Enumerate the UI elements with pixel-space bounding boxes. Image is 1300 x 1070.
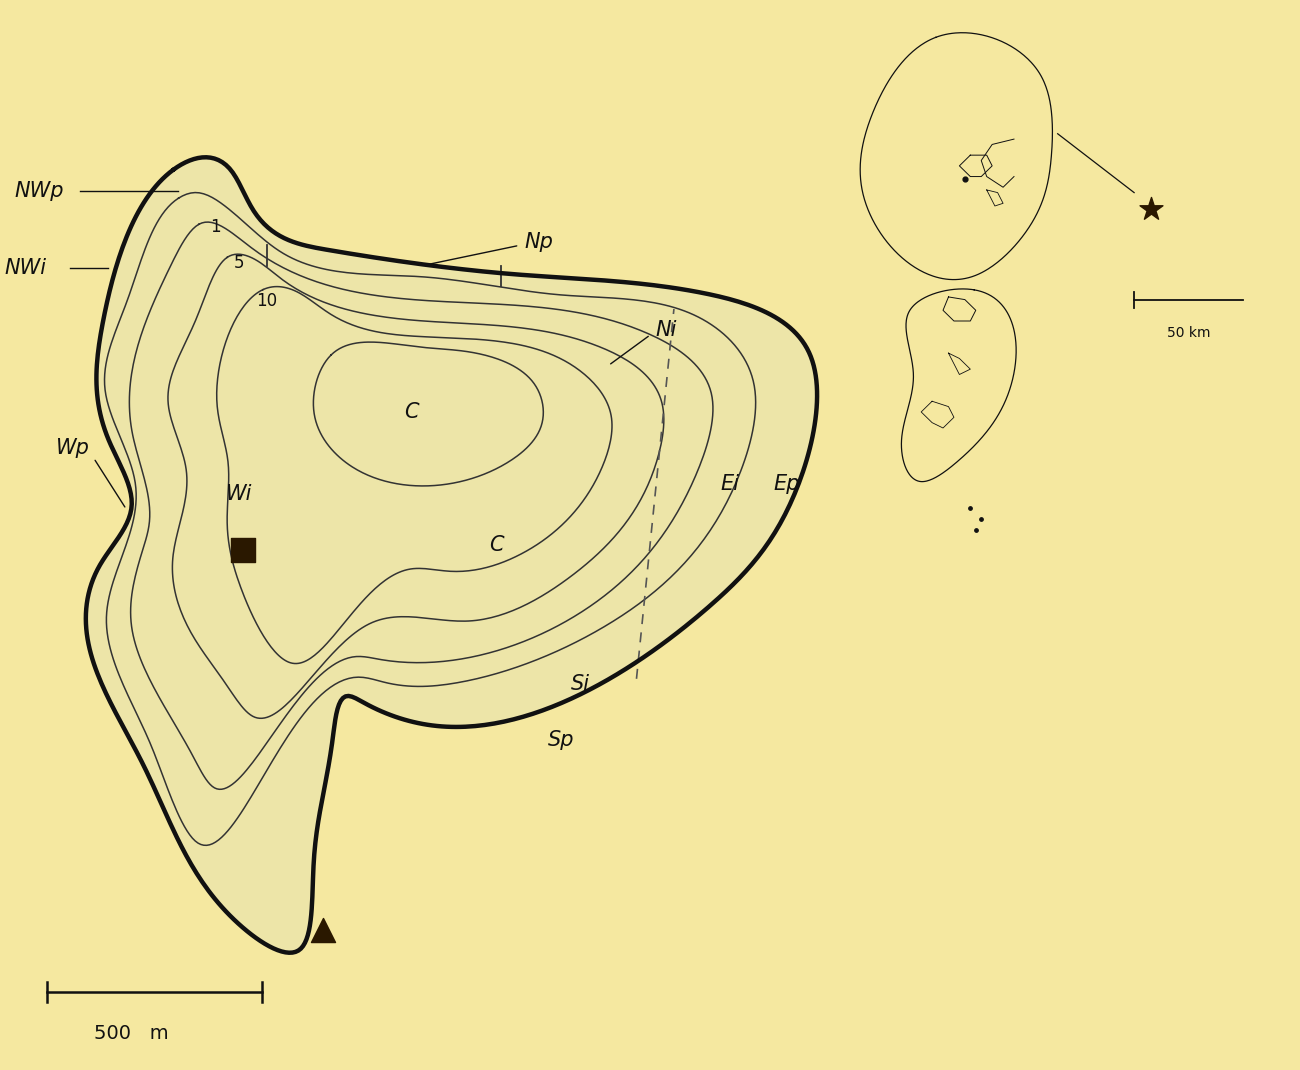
Text: Wp: Wp bbox=[56, 438, 90, 458]
Point bbox=[966, 521, 987, 538]
Text: 1: 1 bbox=[211, 218, 221, 235]
Text: Wi: Wi bbox=[225, 484, 252, 504]
Text: 50 km: 50 km bbox=[1167, 326, 1210, 340]
Point bbox=[954, 170, 975, 188]
Text: NWp: NWp bbox=[14, 181, 64, 201]
Text: C: C bbox=[489, 535, 503, 555]
Text: Si: Si bbox=[571, 674, 590, 694]
Text: Np: Np bbox=[524, 232, 552, 253]
Text: Sp: Sp bbox=[549, 731, 575, 750]
Text: Ni: Ni bbox=[655, 320, 676, 339]
Text: 10: 10 bbox=[256, 292, 277, 310]
Text: 500   m: 500 m bbox=[94, 1024, 169, 1042]
Text: Ep: Ep bbox=[774, 474, 800, 493]
Polygon shape bbox=[86, 157, 818, 952]
Text: 5: 5 bbox=[234, 254, 244, 272]
Point bbox=[312, 922, 333, 939]
Point bbox=[1140, 200, 1161, 217]
Point bbox=[971, 510, 992, 528]
Text: C: C bbox=[404, 401, 419, 422]
Text: Ei: Ei bbox=[720, 474, 740, 493]
Point bbox=[959, 500, 980, 517]
Point bbox=[233, 541, 254, 559]
Text: NWi: NWi bbox=[5, 258, 47, 278]
